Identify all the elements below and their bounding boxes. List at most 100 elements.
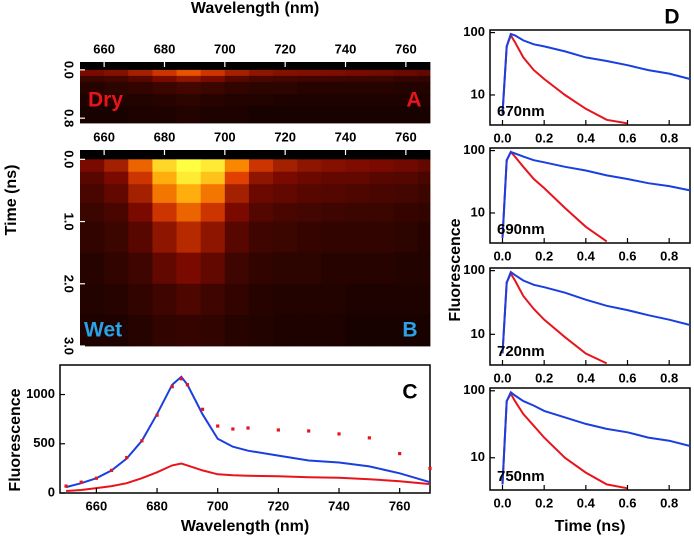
heatmap-cell xyxy=(176,81,202,95)
x-tick-label: 720 xyxy=(268,498,290,513)
data-line xyxy=(65,375,431,489)
y-tick-label: 10 xyxy=(471,449,485,464)
heatmap-cell xyxy=(200,159,226,173)
y-axis-label: Time (ns) xyxy=(3,165,20,236)
heatmap-cell xyxy=(393,221,419,254)
heatmap-cell xyxy=(128,184,153,204)
heatmap-cell xyxy=(104,221,129,254)
heatmap-cell xyxy=(297,159,322,173)
x-tick-label: 0.0 xyxy=(493,130,511,145)
heatmap-cell xyxy=(80,221,105,254)
heatmap-cell xyxy=(393,94,419,107)
heatmap-cell xyxy=(152,75,177,83)
data-point xyxy=(231,427,235,431)
heatmap-cell xyxy=(393,283,419,316)
heatmap-cell xyxy=(104,75,129,83)
data-point xyxy=(64,484,68,488)
heatmap-cell xyxy=(80,94,105,107)
heatmap-cell xyxy=(321,75,346,83)
heatmap-cell xyxy=(393,81,419,95)
heatmap-cell xyxy=(200,62,226,71)
heatmap-cell xyxy=(273,184,298,204)
heatmap-cell xyxy=(128,75,153,83)
y-tick-label: 100 xyxy=(463,24,485,39)
x-axis-label: Wavelength (nm) xyxy=(181,518,309,535)
annotation: 690nm xyxy=(497,221,545,238)
heatmap-cell xyxy=(152,184,177,204)
heatmap-cell xyxy=(321,81,346,95)
x-tick-label: 0.4 xyxy=(577,248,596,263)
annotation: 750nm xyxy=(497,468,545,485)
x-axis-label: Time (ns) xyxy=(555,518,626,535)
heatmap-cell xyxy=(417,171,431,185)
heatmap-cell xyxy=(321,159,346,173)
heatmap-cell xyxy=(393,184,419,204)
y-tick-label: 1.0 xyxy=(62,213,77,231)
heatmap-cell xyxy=(200,221,226,254)
heatmap-cell xyxy=(297,69,322,77)
heatmap-cell xyxy=(417,202,431,222)
heatmap-cell xyxy=(248,202,274,222)
heatmap-cell xyxy=(152,171,177,185)
heatmap-cell xyxy=(321,69,346,77)
heatmap-cell xyxy=(297,314,322,347)
heatmap-cell xyxy=(369,252,395,285)
heatmap-cell xyxy=(297,94,322,107)
heatmap-cell xyxy=(369,159,395,173)
data-point xyxy=(246,426,250,430)
plot-frame xyxy=(489,387,691,491)
heatmap-cell xyxy=(224,150,250,160)
heatmap-cell xyxy=(417,314,431,347)
plot-frame xyxy=(59,364,431,494)
x-tick-label: 740 xyxy=(328,498,350,513)
heatmap-cell xyxy=(369,75,395,83)
data-point xyxy=(94,476,98,480)
heatmap-cell xyxy=(80,252,105,285)
heatmap-cell xyxy=(200,150,226,160)
x-tick-label: 660 xyxy=(86,498,108,513)
x-tick-label: 0.6 xyxy=(618,370,636,385)
heatmap-cell xyxy=(176,171,202,185)
x-tick-label: 0.6 xyxy=(618,130,636,145)
heatmap-cell xyxy=(200,75,226,83)
heatmap-cell xyxy=(297,252,322,285)
heatmap-cell xyxy=(176,75,202,83)
heatmap-cell xyxy=(104,171,129,185)
heatmap-cell xyxy=(345,106,371,124)
heatmap-cell xyxy=(369,314,395,347)
heatmap-cell xyxy=(273,94,298,107)
heatmap-cell xyxy=(273,252,298,285)
heatmap-cell xyxy=(393,314,419,347)
heatmap-cell xyxy=(321,106,346,124)
heatmap-cell xyxy=(369,81,395,95)
heatmap-cell xyxy=(224,283,250,316)
heatmap-cell xyxy=(200,252,226,285)
heatmap-cell xyxy=(104,81,129,95)
heatmap-cell xyxy=(248,184,274,204)
heatmap-cell xyxy=(80,202,105,222)
data-point xyxy=(337,432,341,436)
x-tick-label: 0.2 xyxy=(535,370,553,385)
heatmap-cell xyxy=(321,150,346,160)
heatmap-cell xyxy=(369,283,395,316)
heatmap-cell xyxy=(345,171,371,185)
heatmap-cell xyxy=(152,283,177,316)
heatmap-cell xyxy=(224,81,250,95)
heatmap-cell xyxy=(176,94,202,107)
heatmap-cell xyxy=(200,106,226,124)
heatmap-cell xyxy=(393,69,419,77)
heatmap-cell xyxy=(321,314,346,347)
heatmap-cell xyxy=(200,81,226,95)
y-tick-label: 0.8 xyxy=(62,109,77,127)
heatmap-cell xyxy=(321,283,346,316)
heatmap-cell xyxy=(224,314,250,347)
heatmap-cell xyxy=(345,81,371,95)
x-tick-label: 0.6 xyxy=(618,495,636,510)
heatmap-cell xyxy=(152,94,177,107)
heatmap-cell xyxy=(417,150,431,160)
heatmap-cell xyxy=(248,75,274,83)
heatmap-cell xyxy=(224,94,250,107)
heatmap-cell xyxy=(345,221,371,254)
x-tick-label: 660 xyxy=(93,41,115,56)
heatmap-cell xyxy=(369,184,395,204)
